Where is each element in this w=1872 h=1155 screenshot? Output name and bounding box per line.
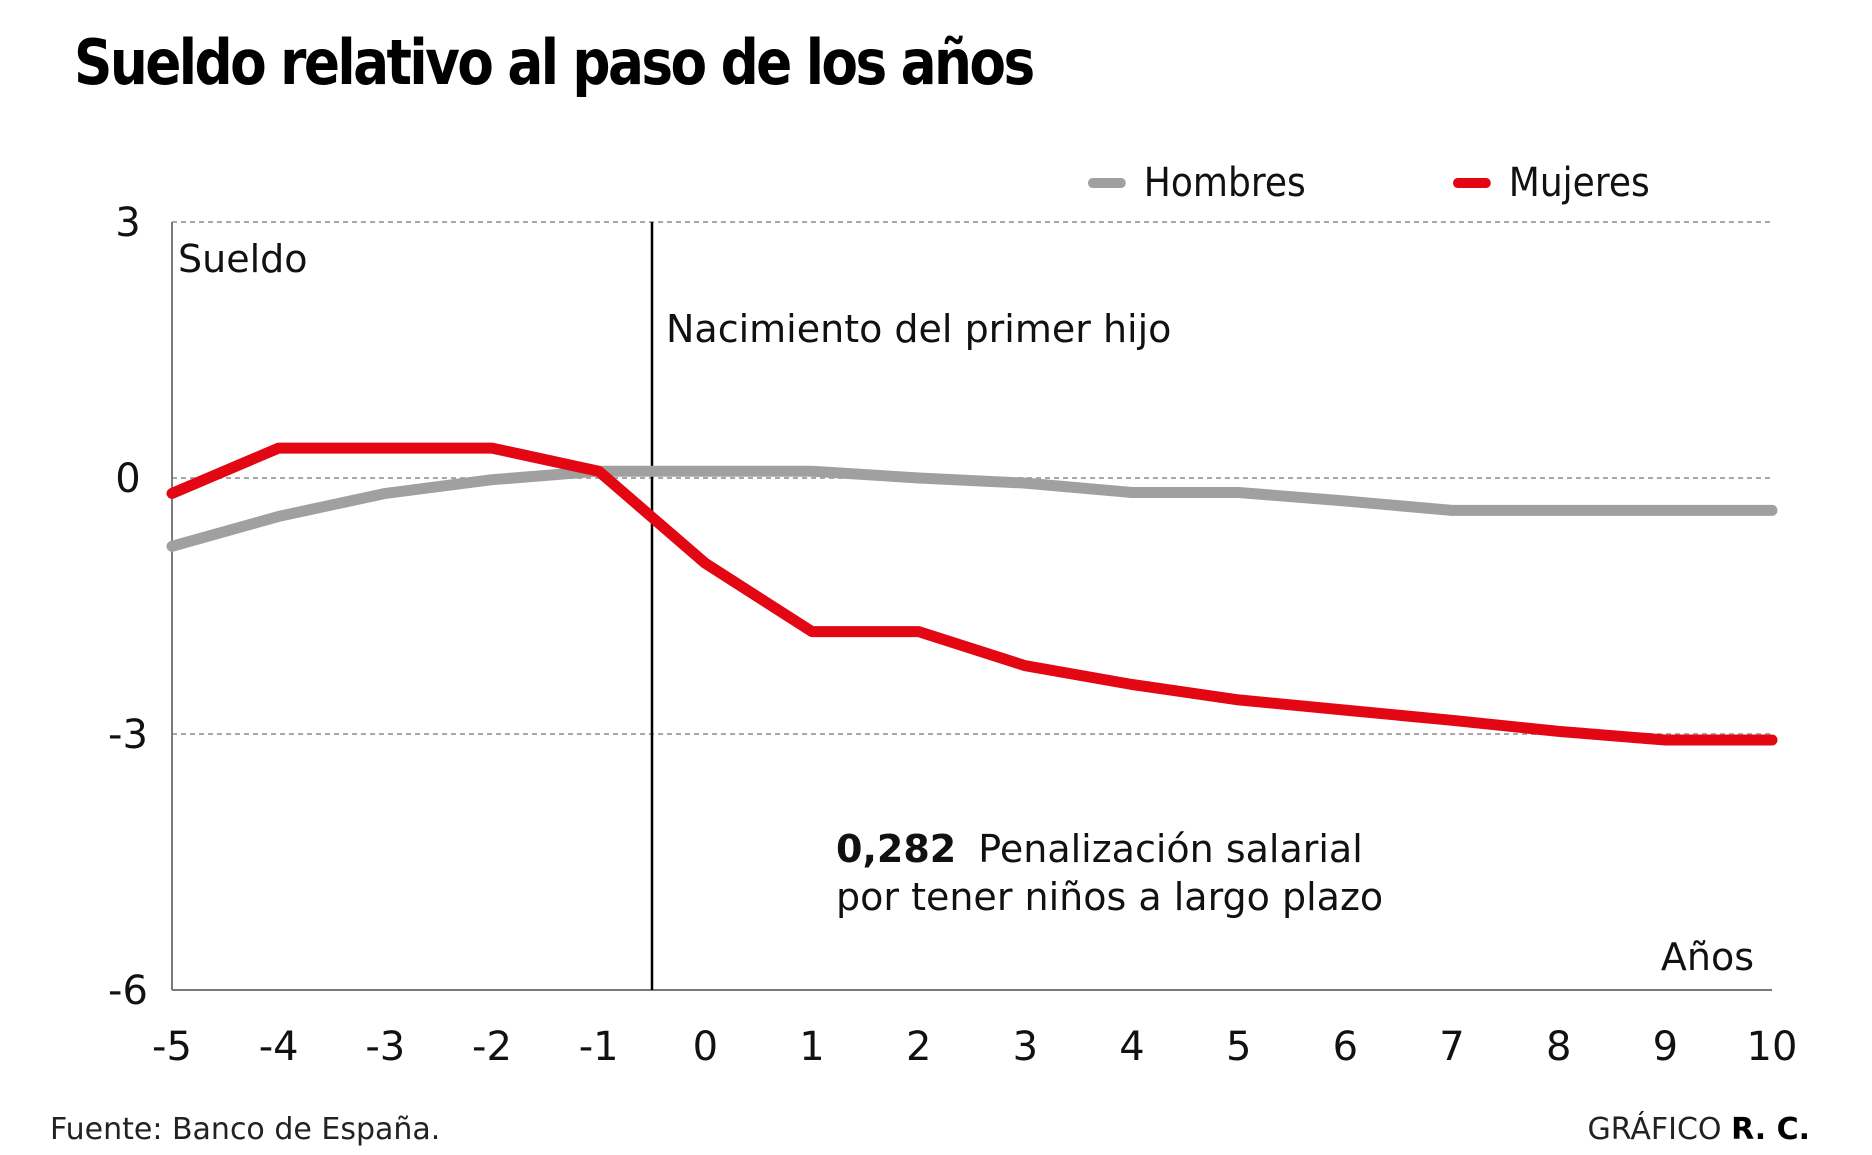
- x-tick-label: 10: [1747, 1024, 1798, 1070]
- x-tick-label: -2: [472, 1024, 512, 1070]
- x-tick-label: -4: [259, 1024, 299, 1070]
- x-tick-label: 7: [1439, 1024, 1464, 1070]
- penalty-annotation-line2: por tener niños a largo plazo: [836, 875, 1383, 919]
- x-tick-label: 9: [1653, 1024, 1678, 1070]
- x-tick-label: -1: [579, 1024, 619, 1070]
- x-tick-label: 3: [1013, 1024, 1038, 1070]
- x-tick-label: 6: [1333, 1024, 1358, 1070]
- graphic-credit: GRÁFICO R. C.: [1587, 1112, 1810, 1147]
- grid-lines: [172, 221, 1772, 735]
- penalty-annotation-line1: 0,282 Penalización salarial: [836, 827, 1363, 871]
- source-note: Fuente: Banco de España.: [50, 1112, 441, 1147]
- x-axis-label: Años: [1661, 935, 1754, 979]
- legend-label-hombres: Hombres: [1143, 160, 1306, 206]
- credit-author: R. C.: [1731, 1112, 1810, 1147]
- event-annotation: Nacimiento del primer hijo: [666, 307, 1171, 351]
- credit-prefix: GRÁFICO: [1587, 1112, 1722, 1147]
- x-tick-label: 1: [799, 1024, 824, 1070]
- axes: [171, 222, 1772, 991]
- penalty-text-1: Penalización salarial: [978, 827, 1362, 871]
- series-lines: [166, 442, 1778, 746]
- legend-swatch-mujeres: [1453, 178, 1491, 188]
- x-tick-label: 2: [906, 1024, 931, 1070]
- series-line-mujeres: [166, 442, 1778, 746]
- x-tick-label: 8: [1546, 1024, 1571, 1070]
- y-tick-label: 3: [115, 200, 140, 246]
- y-tick-label: 0: [115, 456, 140, 502]
- series-line-hombres: [166, 465, 1778, 552]
- legend-item-hombres: Hombres: [1088, 160, 1306, 206]
- legend-item-mujeres: Mujeres: [1453, 160, 1650, 206]
- x-tick-label: -3: [365, 1024, 405, 1070]
- tick-labels: 3 0 -3 -6-5 -4 -3 -2 -1 0 1 2 3 4 5 6 7 8 9 10: [108, 200, 1797, 1070]
- x-tick-label: 4: [1119, 1024, 1144, 1070]
- x-tick-label: 0: [693, 1024, 718, 1070]
- legend-label-mujeres: Mujeres: [1508, 160, 1650, 206]
- y-tick-label: -3: [108, 712, 148, 758]
- legend-swatch-hombres: [1088, 178, 1126, 188]
- y-axis-label: Sueldo: [178, 237, 308, 281]
- x-tick-label: 5: [1226, 1024, 1251, 1070]
- x-tick-label: -5: [152, 1024, 192, 1070]
- y-tick-label: -6: [108, 968, 148, 1014]
- chart-title: Sueldo relativo al paso de los años: [74, 26, 1035, 99]
- penalty-value: 0,282: [836, 827, 956, 871]
